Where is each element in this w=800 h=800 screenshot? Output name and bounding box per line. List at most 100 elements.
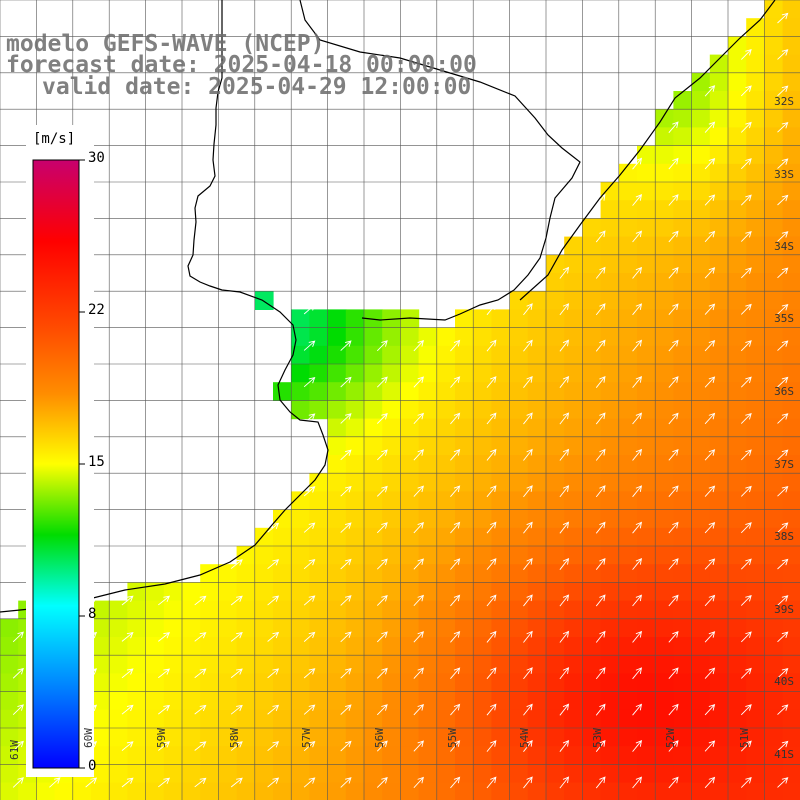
wind-arrow: [777, 704, 789, 715]
wind-arrow: [194, 632, 207, 642]
wind-cell: [182, 673, 201, 693]
wind-cell: [582, 764, 602, 784]
wind-cell: [327, 655, 347, 674]
wind-cell: [491, 655, 511, 674]
colorbar-tick: 22: [88, 302, 105, 318]
wind-cell: [527, 473, 547, 492]
wind-cell: [509, 546, 529, 565]
wind-cell: [455, 564, 474, 583]
wind-cell: [491, 345, 511, 365]
wind-cell: [527, 509, 547, 529]
wind-cell: [218, 582, 238, 602]
wind-cell: [782, 564, 800, 583]
lat-label: 36S: [774, 385, 794, 398]
wind-cell: [746, 182, 765, 201]
wind-cell: [509, 655, 529, 674]
wind-arrow: [303, 704, 316, 715]
wind-cell: [637, 473, 656, 492]
wind-cell: [582, 218, 602, 238]
wind-cell: [291, 400, 310, 420]
wind-cell: [582, 291, 602, 310]
wind-arrow: [486, 667, 497, 680]
wind-arrow: [450, 412, 461, 425]
wind-cell: [491, 691, 511, 711]
wind-cell: [291, 764, 310, 784]
wind-cell: [709, 600, 729, 620]
wind-cell: [163, 709, 183, 729]
wind-cell: [345, 637, 365, 656]
wind-cell: [509, 582, 529, 602]
wind-cell: [764, 18, 784, 37]
wind-cell: [782, 637, 800, 656]
wind-cell: [746, 473, 765, 492]
wind-arrow: [559, 485, 570, 498]
wind-cell: [254, 546, 274, 565]
wind-arrow: [158, 668, 171, 679]
wind-arrow: [704, 449, 716, 461]
wind-arrow: [230, 632, 243, 642]
wind-arrow: [559, 303, 570, 316]
wind-cell: [746, 782, 765, 800]
wind-cell: [109, 691, 128, 711]
wind-arrow: [668, 703, 679, 716]
wind-cell: [291, 673, 310, 693]
wind-cell: [637, 455, 656, 474]
wind-cell: [600, 782, 620, 800]
wind-cell: [782, 91, 800, 110]
wind-cell: [709, 291, 729, 310]
wind-arrow: [194, 777, 207, 788]
wind-cell: [418, 509, 438, 529]
wind-cell: [527, 637, 547, 656]
valid-date: valid date: 2025-04-29 12:00:00: [42, 74, 472, 100]
wind-cell: [655, 473, 674, 492]
wind-cell: [746, 364, 765, 383]
wind-cell: [564, 436, 583, 456]
wind-cell: [345, 782, 365, 800]
wind-cell: [564, 637, 583, 656]
wind-cell: [54, 782, 74, 800]
wind-cell: [109, 728, 128, 747]
wind-cell: [491, 327, 511, 347]
wind-cell: [254, 527, 274, 547]
wind-arrow: [450, 776, 461, 789]
wind-arrow: [340, 777, 352, 788]
wind-cell: [764, 0, 784, 19]
wind-cell: [364, 728, 383, 747]
wind-arrow: [668, 521, 679, 534]
wind-cell: [382, 455, 401, 474]
wind-arrow: [777, 558, 789, 570]
wind-cell: [600, 509, 620, 529]
wind-cell: [364, 546, 383, 565]
wind-arrow: [777, 49, 789, 60]
wind-arrow: [668, 266, 679, 279]
wind-arrow: [340, 595, 352, 606]
wind-cell: [455, 618, 474, 638]
wind-arrow: [632, 194, 643, 206]
wind-arrow: [595, 412, 606, 425]
wind-cell: [254, 782, 274, 800]
wind-cell: [546, 655, 565, 674]
wind-cell: [145, 582, 165, 602]
wind-cell: [382, 637, 401, 656]
wind-cell: [600, 655, 620, 674]
wind-cell: [746, 655, 765, 674]
wind-cell: [455, 345, 474, 365]
wind-cell: [491, 418, 511, 438]
wind-cell: [746, 345, 765, 365]
wind-arrow: [523, 303, 533, 316]
wind-cell: [564, 564, 583, 583]
wind-cell: [764, 436, 784, 456]
wind-arrow: [632, 703, 643, 716]
wind-cell: [400, 655, 420, 674]
wind-cell: [200, 637, 219, 656]
wind-cell: [564, 582, 583, 602]
wind-arrow: [777, 449, 789, 461]
wind-arrow: [158, 741, 171, 751]
wind-cell: [709, 345, 729, 365]
wind-cell: [746, 273, 765, 292]
wind-cell: [345, 309, 365, 329]
wind-arrow: [450, 740, 461, 752]
wind-arrow: [777, 303, 789, 315]
wind-cell: [546, 291, 565, 310]
